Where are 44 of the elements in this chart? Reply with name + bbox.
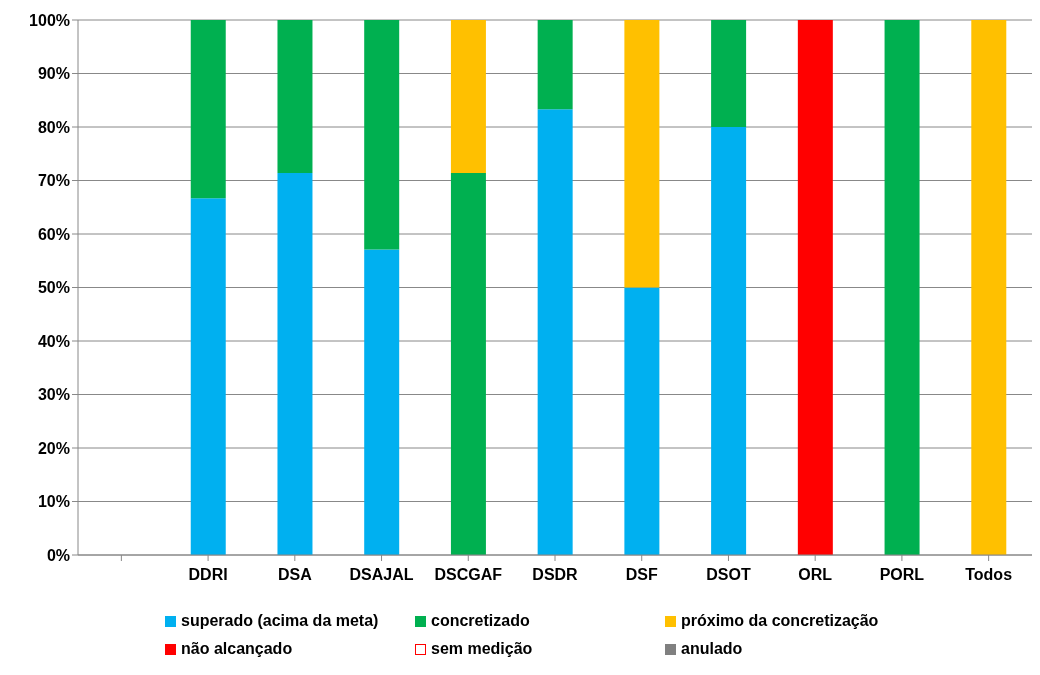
legend-label: superado (acima da meta) xyxy=(181,612,379,630)
y-tick-label: 40% xyxy=(37,332,70,350)
x-tick-label: DSAJAL xyxy=(349,566,414,584)
bar xyxy=(450,20,486,174)
bar xyxy=(190,20,226,199)
y-tick-label: 100% xyxy=(29,11,70,29)
legend-label: anulado xyxy=(681,640,743,658)
y-tick-label: 0% xyxy=(46,546,70,564)
y-tick-label: 90% xyxy=(37,65,70,83)
x-tick-label: DSA xyxy=(277,566,313,584)
bar xyxy=(537,109,573,555)
bar xyxy=(624,20,660,288)
bar xyxy=(711,20,747,127)
y-tick-label: 20% xyxy=(37,439,70,457)
y-tick-label: 80% xyxy=(37,118,70,136)
bar xyxy=(624,287,660,555)
bar xyxy=(797,20,833,555)
bar xyxy=(884,20,920,555)
x-tick-label: DSCGAF xyxy=(434,566,503,584)
y-tick-label: 70% xyxy=(37,172,70,190)
bar xyxy=(450,173,486,555)
x-tick-label: DDRI xyxy=(188,566,228,584)
legend-label: sem medição xyxy=(431,640,533,658)
y-tick-label: 50% xyxy=(37,279,70,297)
x-tick-label: DSOT xyxy=(706,566,751,584)
bar xyxy=(190,198,226,555)
y-tick-label: 30% xyxy=(37,386,70,404)
x-tick-label: DSDR xyxy=(532,566,579,584)
bar xyxy=(277,20,313,174)
bar xyxy=(277,173,313,555)
bar xyxy=(364,20,400,250)
bar xyxy=(364,249,400,555)
y-tick-label: 60% xyxy=(37,225,70,243)
x-tick-label: PORL xyxy=(879,566,925,584)
x-tick-label: DSF xyxy=(625,566,658,584)
x-tick-label: ORL xyxy=(798,566,833,584)
y-tick-label: 10% xyxy=(37,493,70,511)
bar xyxy=(711,127,747,555)
x-tick-label: Todos xyxy=(965,566,1013,584)
legend-label: concretizado xyxy=(431,612,530,630)
bar xyxy=(971,20,1007,555)
legend-label: não alcançado xyxy=(181,640,293,658)
legend-label: próximo da concretização xyxy=(681,612,879,630)
bar xyxy=(537,20,573,110)
